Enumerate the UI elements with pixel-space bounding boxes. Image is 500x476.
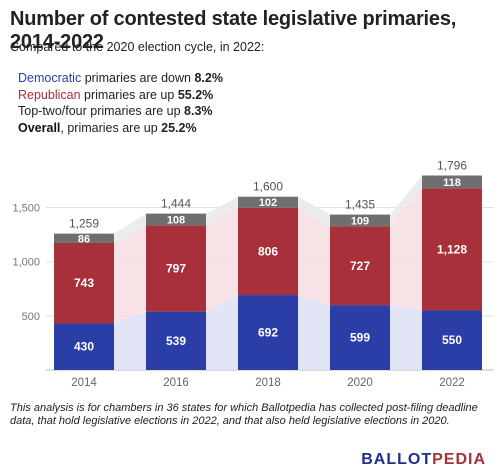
y-tick-label: 500 (22, 311, 40, 323)
data-label: 692 (258, 326, 278, 340)
data-label: 743 (74, 276, 94, 290)
chart-subtitle: Compared to the 2020 election cycle, in … (10, 40, 265, 54)
data-label: 118 (443, 177, 461, 189)
bar-segment (238, 196, 298, 208)
chart-title: Number of contested state legislative pr… (10, 8, 457, 53)
data-label: 86 (78, 233, 90, 245)
stacked-bar-chart: 500 1,000 1,500 430 743 86 1,259 2014 539 797 108 1… (12, 158, 494, 389)
data-label: 797 (166, 261, 186, 275)
bar-segment (238, 295, 298, 370)
connector-band (114, 213, 146, 243)
bar-segment (422, 310, 482, 370)
connector-band (298, 196, 330, 227)
x-tick-label: 2016 (163, 377, 189, 389)
bar-segment (422, 175, 482, 189)
connector-band (206, 207, 238, 312)
note-republican: Republican primaries are up 55.2% (18, 87, 214, 102)
connector-band (298, 295, 330, 370)
x-tick-label: 2020 (347, 377, 373, 389)
data-label: 550 (442, 333, 462, 347)
data-label: 1,128 (437, 242, 467, 256)
note-overall: Overall, primaries are up 25.2% (18, 120, 197, 135)
x-tick-label: 2014 (71, 377, 97, 389)
note-democratic: Democratic primaries are down 8.2% (18, 71, 223, 85)
summary-notes: Democratic primaries are down 8.2% Repub… (18, 70, 223, 136)
bar-segment (422, 188, 482, 311)
connector-band (206, 196, 238, 226)
bar-segment (54, 233, 114, 243)
bar-segment (54, 323, 114, 370)
bar-segment (330, 226, 390, 306)
data-label: 806 (258, 244, 278, 258)
connector-band (390, 305, 422, 370)
bar-segment (146, 311, 206, 370)
y-tick-label: 1,500 (12, 203, 40, 215)
data-label: 109 (351, 215, 369, 227)
connector-band (298, 207, 330, 306)
bar-segment (330, 214, 390, 227)
connector-band (390, 188, 422, 311)
total-label: 1,796 (437, 158, 467, 172)
connector-band (390, 175, 422, 227)
data-label: 599 (350, 331, 370, 345)
data-label: 539 (166, 334, 186, 348)
ballotpedia-logo: BALLOTPEDIA (361, 451, 486, 468)
total-label: 1,600 (253, 180, 283, 194)
data-label: 108 (167, 214, 185, 226)
x-tick-label: 2018 (255, 377, 281, 389)
connector-band (114, 225, 146, 324)
x-tick-label: 2022 (439, 377, 465, 389)
total-label: 1,435 (345, 198, 375, 212)
data-label: 430 (74, 340, 94, 354)
data-label: 102 (259, 197, 277, 209)
connector-band (206, 295, 238, 370)
bar-segment (238, 207, 298, 296)
bar-segment (146, 225, 206, 312)
bar-segment (330, 305, 390, 370)
bar-segment (146, 213, 206, 226)
total-label: 1,259 (69, 217, 99, 231)
y-tick-label: 1,000 (12, 257, 40, 269)
connector-band (114, 311, 146, 370)
data-label: 727 (350, 259, 370, 273)
footnote: This analysis is for chambers in 36 stat… (10, 402, 478, 427)
bar-segment (54, 242, 114, 324)
total-label: 1,444 (161, 197, 191, 211)
note-top-two: Top-two/four primaries are up 8.3% (18, 104, 213, 118)
